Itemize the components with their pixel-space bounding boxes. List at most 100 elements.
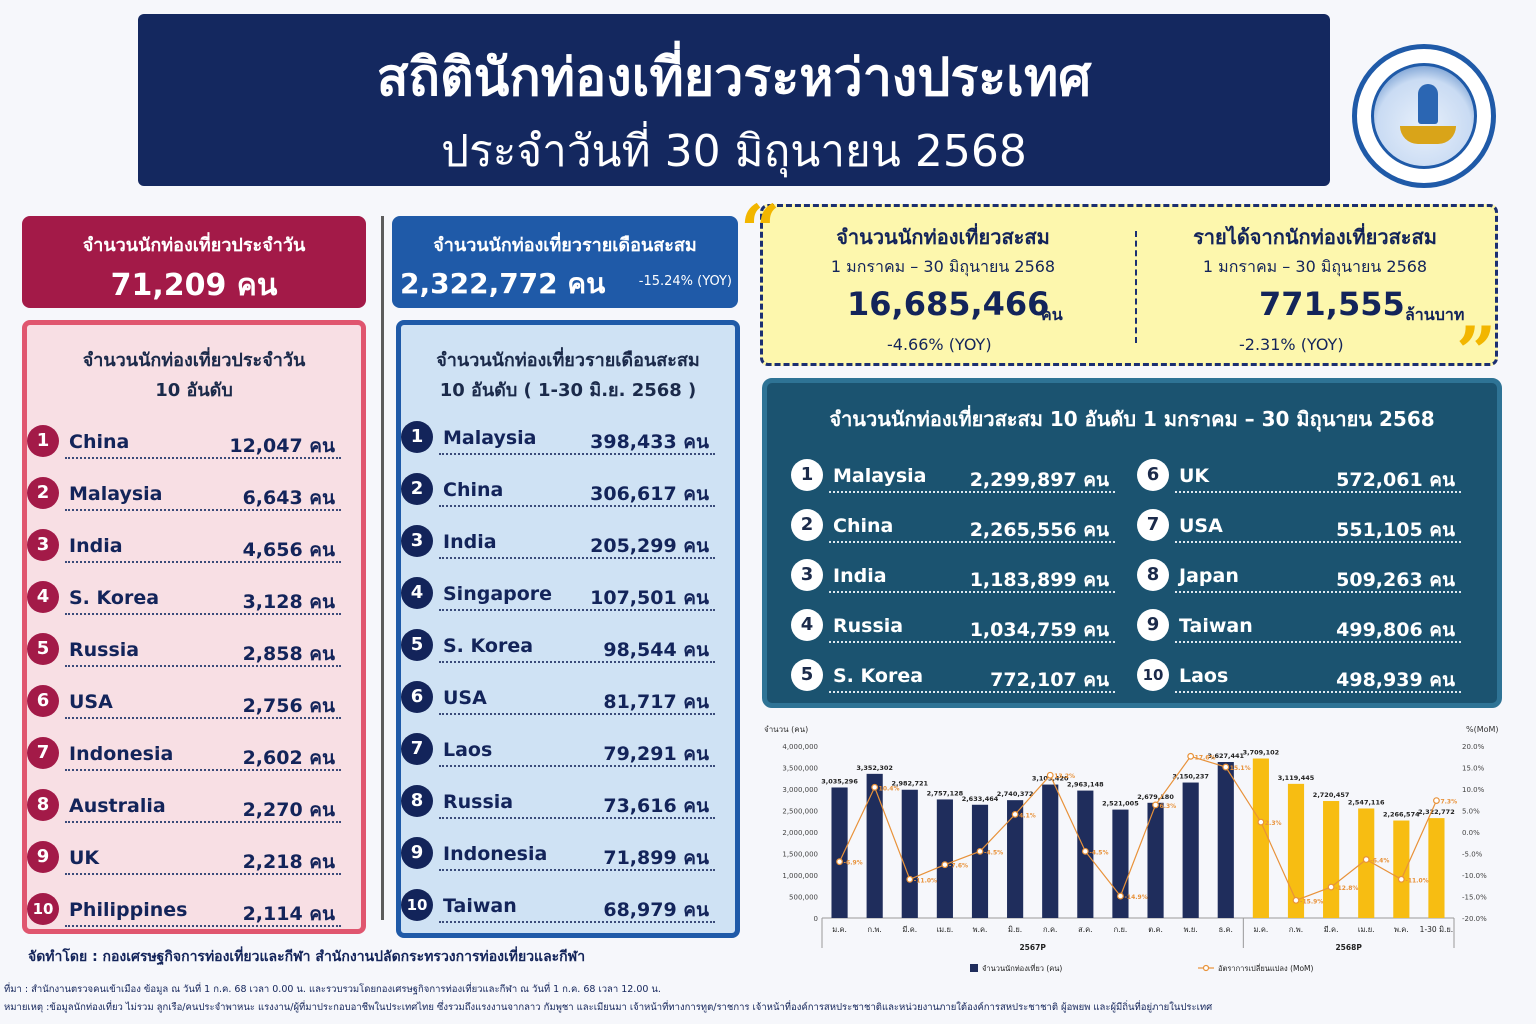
x-tick-label: มี.ค. — [902, 925, 917, 934]
country-value: 2,858 คน — [242, 643, 335, 665]
mom-point — [1187, 752, 1195, 760]
rank-badge: 6 — [401, 681, 433, 713]
mom-label: 2.3% — [1265, 820, 1282, 827]
country-value: 2,270 คน — [242, 799, 335, 821]
dotted-underline — [439, 713, 715, 715]
x-tick-label: ธ.ค. — [1219, 925, 1233, 934]
mom-label: -15.9% — [1300, 898, 1323, 905]
x-tick-label: ม.ค. — [1254, 925, 1269, 934]
y2-tick-label: 20.0% — [1462, 743, 1485, 751]
bar-9 — [1147, 802, 1164, 918]
x-tick-label: พ.ค. — [973, 925, 988, 934]
country-name: China — [443, 479, 504, 501]
mom-point — [836, 858, 843, 866]
bar-2 — [901, 789, 918, 918]
group-label: 2567P — [1019, 943, 1046, 952]
daily-total-label: จำนวนนักท่องเที่ยวประจำวัน — [82, 235, 306, 256]
monthly-row: 7 Laos 79,291 คน — [401, 733, 715, 769]
mom-label: 15.1% — [1230, 765, 1251, 772]
bar-label: 2,720,457 — [1313, 791, 1350, 799]
header-banner: สถิตินักท่องเที่ยวระหว่างประเทศ ประจำวัน… — [138, 14, 1330, 186]
rank-badge: 9 — [27, 841, 59, 873]
dotted-underline — [439, 557, 715, 559]
rank-badge: 6 — [1137, 459, 1169, 491]
country-value: 498,939 คน — [1336, 669, 1455, 691]
country-name: UK — [69, 847, 100, 869]
dotted-underline — [829, 641, 1115, 643]
x-tick-label: 1-30 มิ.ย. — [1420, 925, 1454, 934]
mom-point — [941, 861, 949, 869]
y-tick-label: 0 — [814, 915, 818, 923]
y-tick-label: 4,000,000 — [782, 743, 818, 751]
country-value: 79,291 คน — [603, 743, 709, 765]
country-name: UK — [1179, 465, 1210, 487]
y-tick-label: 2,000,000 — [782, 829, 818, 837]
daily-total-value: 71,209 คน — [110, 268, 278, 303]
rank-badge: 8 — [401, 785, 433, 817]
daily-row: 8 Australia 2,270 คน — [27, 789, 341, 825]
logo-crown-shape — [1418, 84, 1438, 124]
country-name: Russia — [69, 639, 140, 661]
legend-bar-label: จำนวนนักท่องเที่ยว (คน) — [982, 963, 1062, 973]
y2-tick-label: -20.0% — [1462, 915, 1487, 923]
dotted-underline — [65, 873, 341, 875]
dotted-underline — [65, 665, 341, 667]
country-value: 509,263 คน — [1336, 569, 1455, 591]
dotted-underline — [65, 613, 341, 615]
country-name: Taiwan — [1179, 615, 1253, 637]
mom-label: -14.9% — [1124, 894, 1147, 901]
bar-label: 3,150,237 — [1172, 773, 1209, 781]
country-name: USA — [443, 687, 487, 709]
daily-row: 9 UK 2,218 คน — [27, 841, 341, 877]
rank-badge: 3 — [27, 529, 59, 561]
cumulative-tourists-value: 16,685,466 — [847, 285, 1050, 323]
daily-top10-list: จำนวนนักท่องเที่ยวประจำวัน 10 อันดับ 1 Ch… — [22, 320, 366, 934]
rank-badge: 10 — [1137, 659, 1169, 691]
chart-svg: จำนวน (คน) %(MoM) 0 500,000 1,000,000 1,500,0… — [764, 725, 1499, 973]
x-tick-label: พ.ย. — [1184, 925, 1198, 934]
close-quote-icon: ” — [1456, 311, 1497, 394]
top10-row: 6 UK 572,061 คน — [1137, 459, 1461, 495]
cumulative-revenue-period: 1 มกราคม – 30 มิถุนายน 2568 — [1202, 257, 1428, 276]
country-name: Japan — [1179, 565, 1239, 587]
country-value: 71,899 คน — [603, 847, 709, 869]
y-axis-label: จำนวน (คน) — [764, 725, 808, 734]
country-value: 1,034,759 คน — [969, 619, 1109, 641]
page-title: สถิตินักท่องเที่ยวระหว่างประเทศ — [376, 48, 1092, 108]
cumulative-tourists-label: จำนวนนักท่องเที่ยวสะสม — [836, 225, 1050, 249]
bar-label: 2,633,464 — [962, 795, 999, 803]
monthly-row: 8 Russia 73,616 คน — [401, 785, 715, 821]
x-tick-label: พ.ค. — [1394, 925, 1409, 934]
bar-label: 2,322,772 — [1418, 808, 1455, 816]
mom-label: -7.6% — [949, 863, 968, 870]
bar-label: 3,627,441 — [1207, 752, 1244, 760]
dotted-underline — [829, 591, 1115, 593]
country-value: 772,107 คน — [990, 669, 1109, 691]
dotted-underline — [829, 491, 1115, 493]
country-name: China — [833, 515, 894, 537]
country-name: S. Korea — [69, 587, 160, 609]
mom-label: 10.4% — [879, 785, 900, 792]
dotted-underline — [1175, 641, 1461, 643]
country-name: USA — [1179, 515, 1223, 537]
rank-badge: 2 — [401, 473, 433, 505]
country-value: 551,105 คน — [1336, 519, 1455, 541]
cumulative-revenue-yoy: -2.31% (YOY) — [1239, 335, 1344, 354]
monthly-row: 10 Taiwan 68,979 คน — [401, 889, 715, 925]
monthly-tourists-chart: จำนวน (คน) %(MoM) 0 500,000 1,000,000 1,500,0… — [762, 718, 1528, 980]
dotted-underline — [439, 505, 715, 507]
cumulative-tourists-period: 1 มกราคม – 30 มิถุนายน 2568 — [830, 257, 1056, 276]
y-tick-label: 3,000,000 — [782, 786, 818, 794]
rank-badge: 5 — [401, 629, 433, 661]
dotted-underline — [439, 869, 715, 871]
bar-13 — [1287, 783, 1305, 918]
mom-label: 17.6% — [1195, 754, 1216, 761]
country-value: 398,433 คน — [590, 431, 709, 453]
cumulative-tourists: จำนวนนักท่องเที่ยวสะสม 1 มกราคม – 30 มิถ… — [763, 207, 1123, 363]
x-tick-label: ก.ค. — [1043, 925, 1057, 934]
bar-10 — [1182, 782, 1199, 918]
y-tick-label: 1,500,000 — [782, 851, 818, 859]
bar-label: 3,035,296 — [821, 777, 858, 785]
mom-point — [1081, 847, 1089, 855]
country-name: India — [443, 531, 497, 553]
